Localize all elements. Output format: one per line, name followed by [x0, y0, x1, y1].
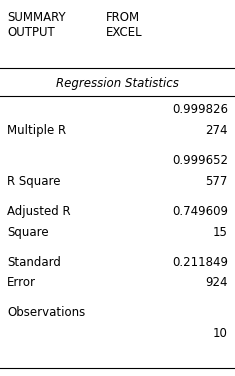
- Text: 577: 577: [206, 175, 228, 188]
- Text: 274: 274: [205, 124, 228, 137]
- Text: Square: Square: [7, 226, 49, 239]
- Text: R Square: R Square: [7, 175, 61, 188]
- Text: Regression Statistics: Regression Statistics: [56, 77, 179, 90]
- Text: SUMMARY
OUTPUT: SUMMARY OUTPUT: [7, 11, 66, 39]
- Text: Multiple R: Multiple R: [7, 124, 66, 137]
- Text: FROM
EXCEL: FROM EXCEL: [106, 11, 142, 39]
- Text: Error: Error: [7, 276, 36, 290]
- Text: 0.999826: 0.999826: [172, 103, 228, 117]
- Text: 15: 15: [213, 226, 228, 239]
- Text: Observations: Observations: [7, 306, 85, 320]
- Text: 0.999652: 0.999652: [172, 154, 228, 167]
- Text: 924: 924: [205, 276, 228, 290]
- Text: 0.749609: 0.749609: [172, 205, 228, 218]
- Text: 0.211849: 0.211849: [172, 256, 228, 269]
- Text: 10: 10: [213, 327, 228, 340]
- Text: Standard: Standard: [7, 256, 61, 269]
- Text: Adjusted R: Adjusted R: [7, 205, 71, 218]
